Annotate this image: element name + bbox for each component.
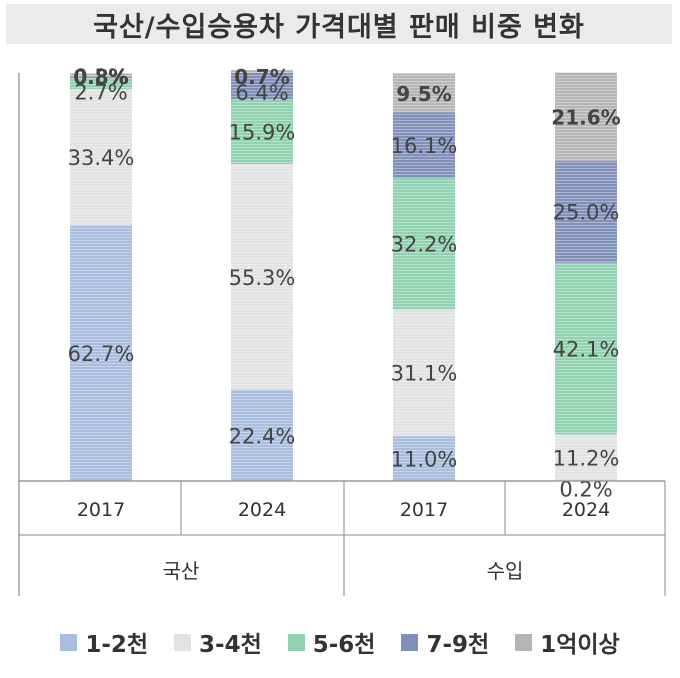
data-label: 21.6%	[551, 106, 620, 130]
data-label: 32.2%	[391, 233, 458, 257]
bar-texture	[70, 73, 132, 77]
data-label: 33.4%	[68, 146, 135, 170]
bar-texture	[555, 434, 617, 481]
legend-item: 5-6천	[287, 625, 376, 659]
group-label: 국산	[163, 559, 200, 583]
legend-swatch	[174, 633, 192, 651]
legend-label: 3-4천	[199, 632, 262, 658]
legend-item: 1억이상	[515, 625, 620, 659]
legend-item: 7-9천	[401, 625, 489, 659]
bar-texture	[555, 72, 617, 161]
chart-title: 국산/수입승용차 가격대별 판매 비중 변화	[6, 4, 672, 44]
bars-layer	[70, 70, 617, 481]
legend-label: 7-9천	[426, 632, 490, 658]
legend-item: 3-4천	[174, 625, 262, 659]
data-label: 9.5%	[396, 82, 451, 106]
bar-texture	[393, 73, 455, 113]
bar-texture	[393, 112, 455, 178]
data-label: 11.2%	[553, 446, 620, 470]
x-tick-label: 2024	[562, 499, 610, 521]
x-tick-label: 2024	[238, 499, 286, 521]
bar-texture	[70, 88, 132, 226]
group-label: 수입	[487, 559, 524, 583]
category-axis-table: 2017 2024 2017 2024 국산 수입	[18, 73, 666, 596]
data-label: 55.3%	[229, 266, 296, 290]
bar-texture	[231, 99, 293, 164]
data-label: 0.3%	[74, 65, 127, 89]
legend-swatch	[401, 633, 419, 651]
bar-texture	[555, 262, 617, 435]
data-label: 31.1%	[391, 362, 458, 386]
bar-texture	[70, 225, 132, 481]
data-label: 6.4%	[235, 81, 288, 105]
legend-swatch	[287, 633, 305, 651]
legend: 1-2천 3-4천 5-6천 7-9천 1억이상	[0, 620, 680, 664]
bar-texture	[393, 177, 455, 310]
stacked-bar-chart: 62.7% 33.4% 2.7%0.3%0.8% 22.4% 55.3% 15.9% 6.4…	[18, 65, 666, 596]
legend-label: 1억이상	[540, 632, 620, 658]
legend-label: 1-2천	[85, 632, 149, 658]
legend-swatch	[515, 633, 533, 651]
bar-texture	[393, 309, 455, 437]
data-label: 42.1%	[553, 338, 620, 362]
x-tick-label: 2017	[400, 499, 448, 521]
data-label: 15.9%	[229, 121, 296, 145]
legend-label: 5-6천	[312, 632, 376, 658]
bar-texture	[231, 70, 293, 73]
data-label: 25.0%	[553, 201, 620, 225]
data-label: 0.8%	[73, 65, 128, 89]
data-label: 11.0%	[391, 448, 458, 472]
bar-texture	[555, 160, 617, 263]
bar-texture	[393, 436, 455, 481]
data-label: 0.7%	[234, 65, 289, 89]
bar-texture	[231, 389, 293, 481]
bar-texture	[70, 76, 132, 78]
data-label: 2.7%	[74, 80, 127, 104]
data-label: 62.7%	[68, 342, 135, 366]
data-label: 22.4%	[229, 424, 296, 448]
x-tick-label: 2017	[77, 499, 125, 521]
bar-texture	[231, 163, 293, 390]
data-label: 16.1%	[391, 134, 458, 158]
data-labels-layer: 62.7% 33.4% 2.7%0.3%0.8% 22.4% 55.3% 15.9% 6.4…	[68, 65, 621, 502]
legend-item: 1-2천	[60, 625, 148, 659]
legend-swatch	[60, 633, 78, 651]
bar-texture	[70, 77, 132, 89]
bar-texture	[231, 73, 293, 100]
